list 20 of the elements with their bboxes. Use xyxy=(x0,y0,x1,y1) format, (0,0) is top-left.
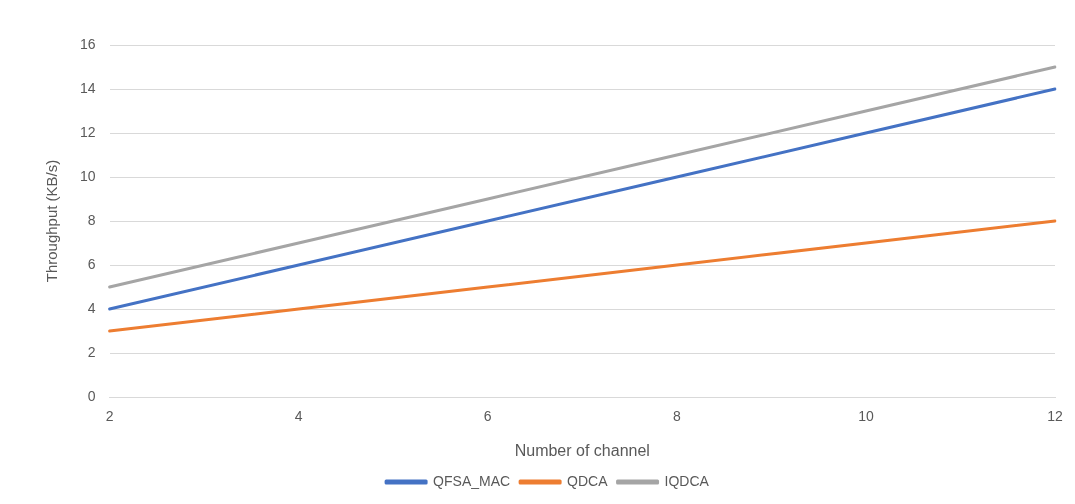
x-tick-label: 10 xyxy=(858,408,874,425)
y-axis-title: Throughput (KB/s) xyxy=(43,159,61,283)
y-tick-label: 10 xyxy=(79,167,96,184)
y-tick-label: 16 xyxy=(79,35,96,52)
x-tick-label: 6 xyxy=(483,408,492,425)
x-tick-label: 2 xyxy=(105,408,114,425)
y-tick-label: 6 xyxy=(87,255,96,272)
legend-label: IQDCA xyxy=(664,472,710,489)
x-axis-title: Number of channel xyxy=(514,441,650,459)
legend-label: QDCA xyxy=(567,472,609,489)
x-tick-label: 8 xyxy=(672,408,681,425)
y-tick-label: 2 xyxy=(87,343,96,360)
y-tick-label: 14 xyxy=(79,79,96,96)
legend-label: QFSA_MAC xyxy=(433,472,511,489)
y-tick-label: 0 xyxy=(87,387,96,404)
y-tick-label: 4 xyxy=(87,299,96,316)
x-tick-label: 12 xyxy=(1047,408,1063,425)
x-tick-label: 4 xyxy=(294,408,303,425)
y-tick-label: 12 xyxy=(79,123,96,140)
y-tick-label: 8 xyxy=(87,211,96,228)
